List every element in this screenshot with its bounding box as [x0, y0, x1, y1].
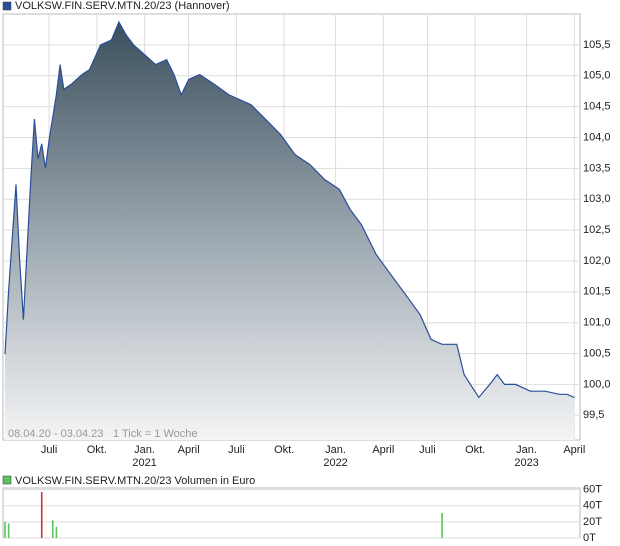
legend-label: VOLKSW.FIN.SERV.MTN.20/23 (Hannover): [15, 0, 230, 12]
x-tick-label: Jan.: [325, 444, 346, 456]
price-line: [4, 20, 575, 399]
x-tick-label: April: [372, 444, 394, 456]
y-tick-label: 105,5: [583, 39, 611, 51]
y-tick-label: 103,0: [583, 193, 611, 205]
x-tick-label: Okt.: [274, 444, 294, 456]
x-tick-label: Okt.: [465, 444, 485, 456]
volume-bar: [441, 513, 443, 538]
volume-bar: [51, 520, 54, 538]
y-tick-label: 105,0: [583, 70, 611, 82]
y-tick-label: 101,5: [583, 286, 611, 298]
legend-swatch: [2, 475, 12, 485]
x-tick-label: April: [563, 444, 585, 456]
area-fill: [5, 22, 575, 440]
y-tick-label: 101,0: [583, 317, 611, 329]
x-tick-label: Juli: [419, 444, 436, 456]
x-tick-year: 2023: [514, 457, 538, 469]
date-range: 08.04.20 - 03.04.23: [8, 428, 103, 440]
y-tick-label: 0T: [583, 532, 596, 544]
x-tick-label: Okt.: [87, 444, 107, 456]
y-tick-label: 40T: [583, 500, 602, 512]
y-tick-label: 104,5: [583, 101, 611, 113]
legend-swatch: [2, 1, 12, 11]
y-tick-label: 102,0: [583, 255, 611, 267]
y-tick-label: 99,5: [583, 409, 604, 421]
x-tick-label: Juli: [41, 444, 58, 456]
y-tick-label: 104,0: [583, 131, 611, 143]
x-tick-year: 2021: [132, 457, 156, 469]
x-tick-label: Juli: [228, 444, 245, 456]
volume-bar: [4, 521, 6, 538]
x-tick-label: Jan.: [516, 444, 537, 456]
volume-bar: [7, 523, 10, 538]
y-tick-label: 102,5: [583, 224, 611, 236]
y-tick-label: 60T: [583, 484, 602, 496]
y-tick-label: 20T: [583, 516, 602, 528]
y-tick-label: 103,5: [583, 162, 611, 174]
legend-label: VOLKSW.FIN.SERV.MTN.20/23 Volumen in Eur…: [15, 475, 255, 487]
volume-bar: [55, 526, 58, 538]
volume-bar: [40, 492, 43, 538]
x-tick-label: Jan.: [134, 444, 155, 456]
x-tick-year: 2022: [323, 457, 347, 469]
tick-note: 1 Tick = 1 Woche: [113, 428, 197, 440]
y-tick-label: 100,0: [583, 378, 611, 390]
y-tick-label: 100,5: [583, 347, 611, 359]
x-tick-label: April: [178, 444, 200, 456]
plot-area: [2, 487, 581, 539]
